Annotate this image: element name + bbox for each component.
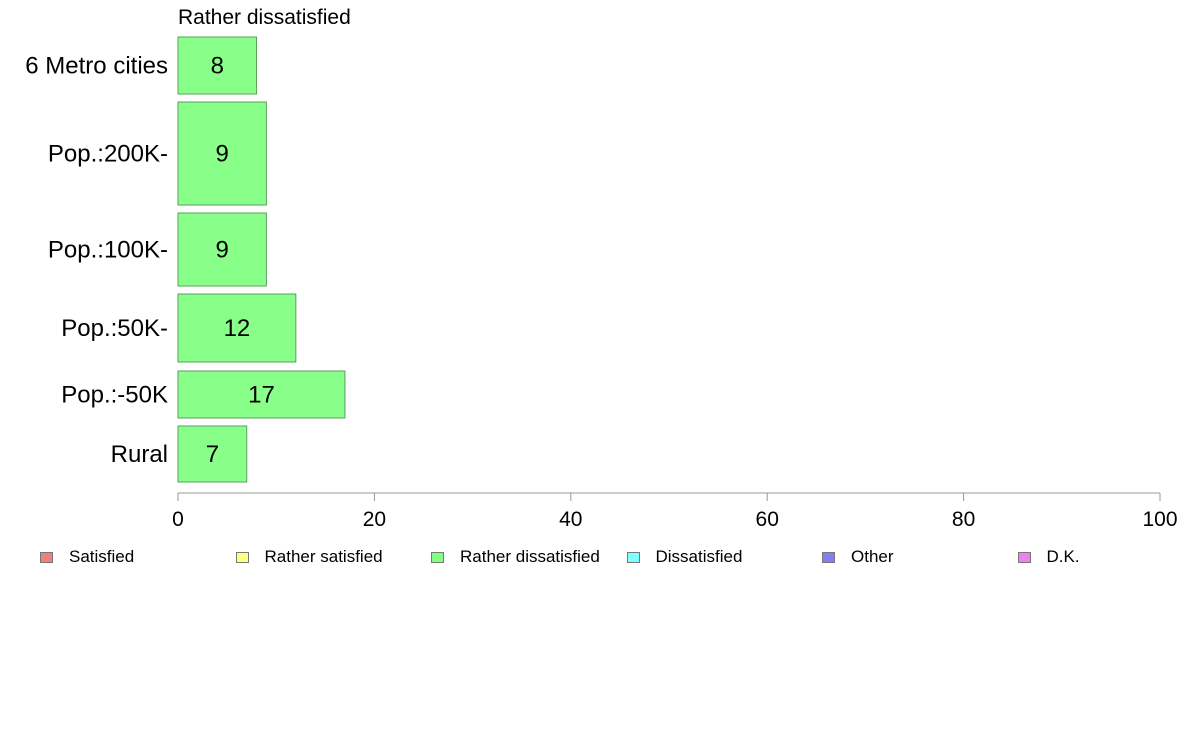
legend-label: Other xyxy=(851,547,894,566)
x-tick-label: 60 xyxy=(756,508,779,531)
x-tick-label: 0 xyxy=(172,508,184,531)
x-tick-label: 20 xyxy=(363,508,386,531)
x-tick-label: 80 xyxy=(952,508,975,531)
legend-swatch xyxy=(626,551,640,563)
category-label: Pop.:100K- xyxy=(48,237,168,264)
legend-item: Other xyxy=(822,547,894,567)
legend-item: Rather satisfied xyxy=(235,547,383,567)
category-label: Pop.:200K- xyxy=(48,141,168,168)
legend-label: Dissatisfied xyxy=(655,547,743,566)
bar-value-label: 7 xyxy=(206,441,219,468)
legend-item: Satisfied xyxy=(40,547,134,567)
legend-swatch xyxy=(822,551,835,563)
bar xyxy=(177,101,267,206)
bar-value-label: 17 xyxy=(248,382,275,409)
bar-chart: 8 6 Metro cities 9 Pop.:200K- 9 Pop.:100K- 12 P… xyxy=(25,36,1178,531)
legend-label: Rather dissatisfied xyxy=(460,547,600,566)
bar xyxy=(177,370,346,419)
chart-title: Rather dissatisfied xyxy=(178,6,351,29)
legend-swatch xyxy=(431,551,444,563)
legend-label: Satisfied xyxy=(69,547,135,566)
bar xyxy=(177,293,297,363)
bar-value-label: 8 xyxy=(211,53,224,80)
legend-label: Rather satisfied xyxy=(264,547,383,566)
category-label: Pop.:50K- xyxy=(61,315,168,342)
category-label: Rural xyxy=(111,441,168,468)
x-tick-label: 40 xyxy=(559,508,582,531)
bar xyxy=(177,36,258,95)
bar-value-label: 12 xyxy=(224,315,251,342)
legend-swatch xyxy=(40,551,53,563)
bar xyxy=(177,425,248,483)
bar-value-label: 9 xyxy=(216,237,229,264)
legend-label: D.K. xyxy=(1046,547,1080,566)
legend-item: Dissatisfied xyxy=(626,547,743,567)
category-label: Pop.:-50K xyxy=(61,382,168,409)
x-tick-label: 100 xyxy=(1142,508,1177,531)
bar-value-label: 9 xyxy=(216,141,229,168)
legend-swatch xyxy=(1017,551,1031,563)
legend: Satisfied Rather satisfied Rather dissatis… xyxy=(40,547,1180,571)
legend-swatch xyxy=(235,551,249,563)
legend-item: D.K. xyxy=(1017,547,1080,567)
bar xyxy=(177,212,267,287)
category-label: 6 Metro cities xyxy=(25,53,168,80)
legend-item: Rather dissatisfied xyxy=(431,547,600,567)
